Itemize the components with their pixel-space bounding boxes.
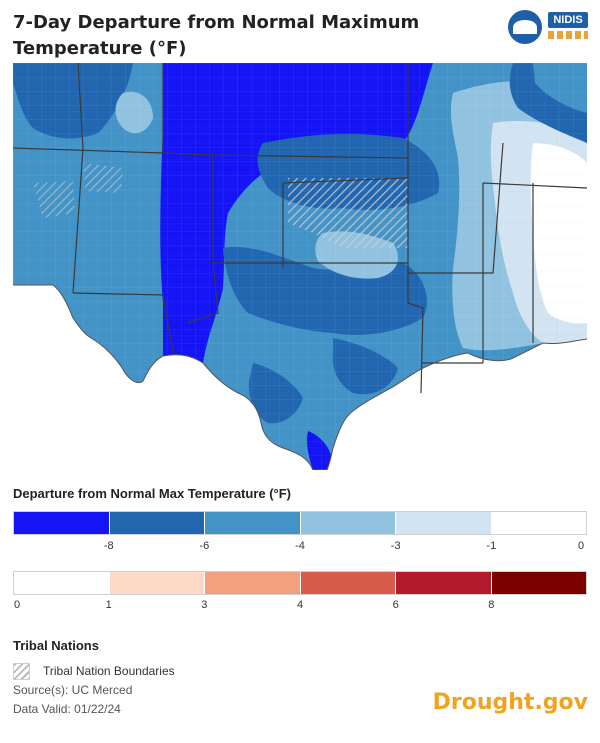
legend-tick-warm: 6: [392, 599, 399, 611]
drought-gov-logo[interactable]: Drought.gov: [432, 690, 588, 715]
legend-bar-warm: [13, 571, 587, 595]
nidis-logo-text: NIDIS: [548, 12, 588, 28]
legend-swatch-warm-2: [109, 572, 205, 594]
noaa-logo: [508, 10, 542, 44]
legend-title: Departure from Normal Max Temperature (°…: [13, 486, 292, 501]
legend-tick-cold: -1: [486, 540, 497, 552]
tribal-nations-heading: Tribal Nations: [13, 638, 99, 653]
nidis-wave-icon: [548, 31, 588, 39]
legend-ticks-warm: 0 1 3 4 6 8: [13, 599, 587, 615]
legend-tick-cold: -8: [103, 540, 114, 552]
map-svg: [13, 63, 587, 470]
legend-swatch-cold-6: [491, 512, 586, 534]
noaa-bird-icon: [513, 20, 537, 34]
agency-logos: NIDIS: [508, 10, 588, 50]
coastline: [13, 284, 587, 470]
legend-swatch-cold-2: [109, 512, 205, 534]
legend-swatch-warm-5: [396, 572, 492, 594]
source-text: Source(s): UC Merced: [13, 683, 133, 697]
temperature-map: [13, 63, 587, 470]
legend-swatch-warm-4: [300, 572, 396, 594]
legend-swatch-cold-4: [300, 512, 396, 534]
legend-tick-cold: -3: [390, 540, 401, 552]
legend-tick-cold: 0: [577, 540, 585, 552]
legend-tick-warm: 3: [201, 599, 208, 611]
legend-tick-warm: 8: [488, 599, 495, 611]
legend-swatch-cold-5: [396, 512, 492, 534]
legend-tick-warm: 4: [296, 599, 304, 611]
legend-swatch-warm-3: [205, 572, 301, 594]
tribal-legend-item: Tribal Nation Boundaries: [13, 662, 175, 680]
legend-swatch-warm-1: [14, 572, 110, 594]
nidis-logo: NIDIS: [548, 12, 588, 42]
legend-tick-warm: 0: [13, 599, 21, 611]
hatch-swatch-icon: [13, 662, 30, 680]
legend-bar-cold: [13, 511, 587, 535]
legend-tick-cold: -6: [199, 540, 210, 552]
tribal-legend-label: Tribal Nation Boundaries: [43, 664, 175, 678]
state-boundaries: [13, 63, 587, 394]
legend-tick-warm: 1: [105, 599, 112, 611]
tribal-boundaries: [33, 163, 408, 248]
legend-swatch-warm-6: [491, 572, 586, 594]
legend-ticks-cold: -8 -6 -4 -3 -1 0: [13, 540, 587, 556]
legend-tick-cold: -4: [295, 540, 305, 552]
legend-swatch-cold-3: [205, 512, 301, 534]
legend-swatch-cold-1: [14, 512, 110, 534]
map-title: 7-Day Departure from Normal Maximum Temp…: [13, 12, 420, 59]
data-valid-text: Data Valid: 01/22/24: [13, 702, 121, 716]
